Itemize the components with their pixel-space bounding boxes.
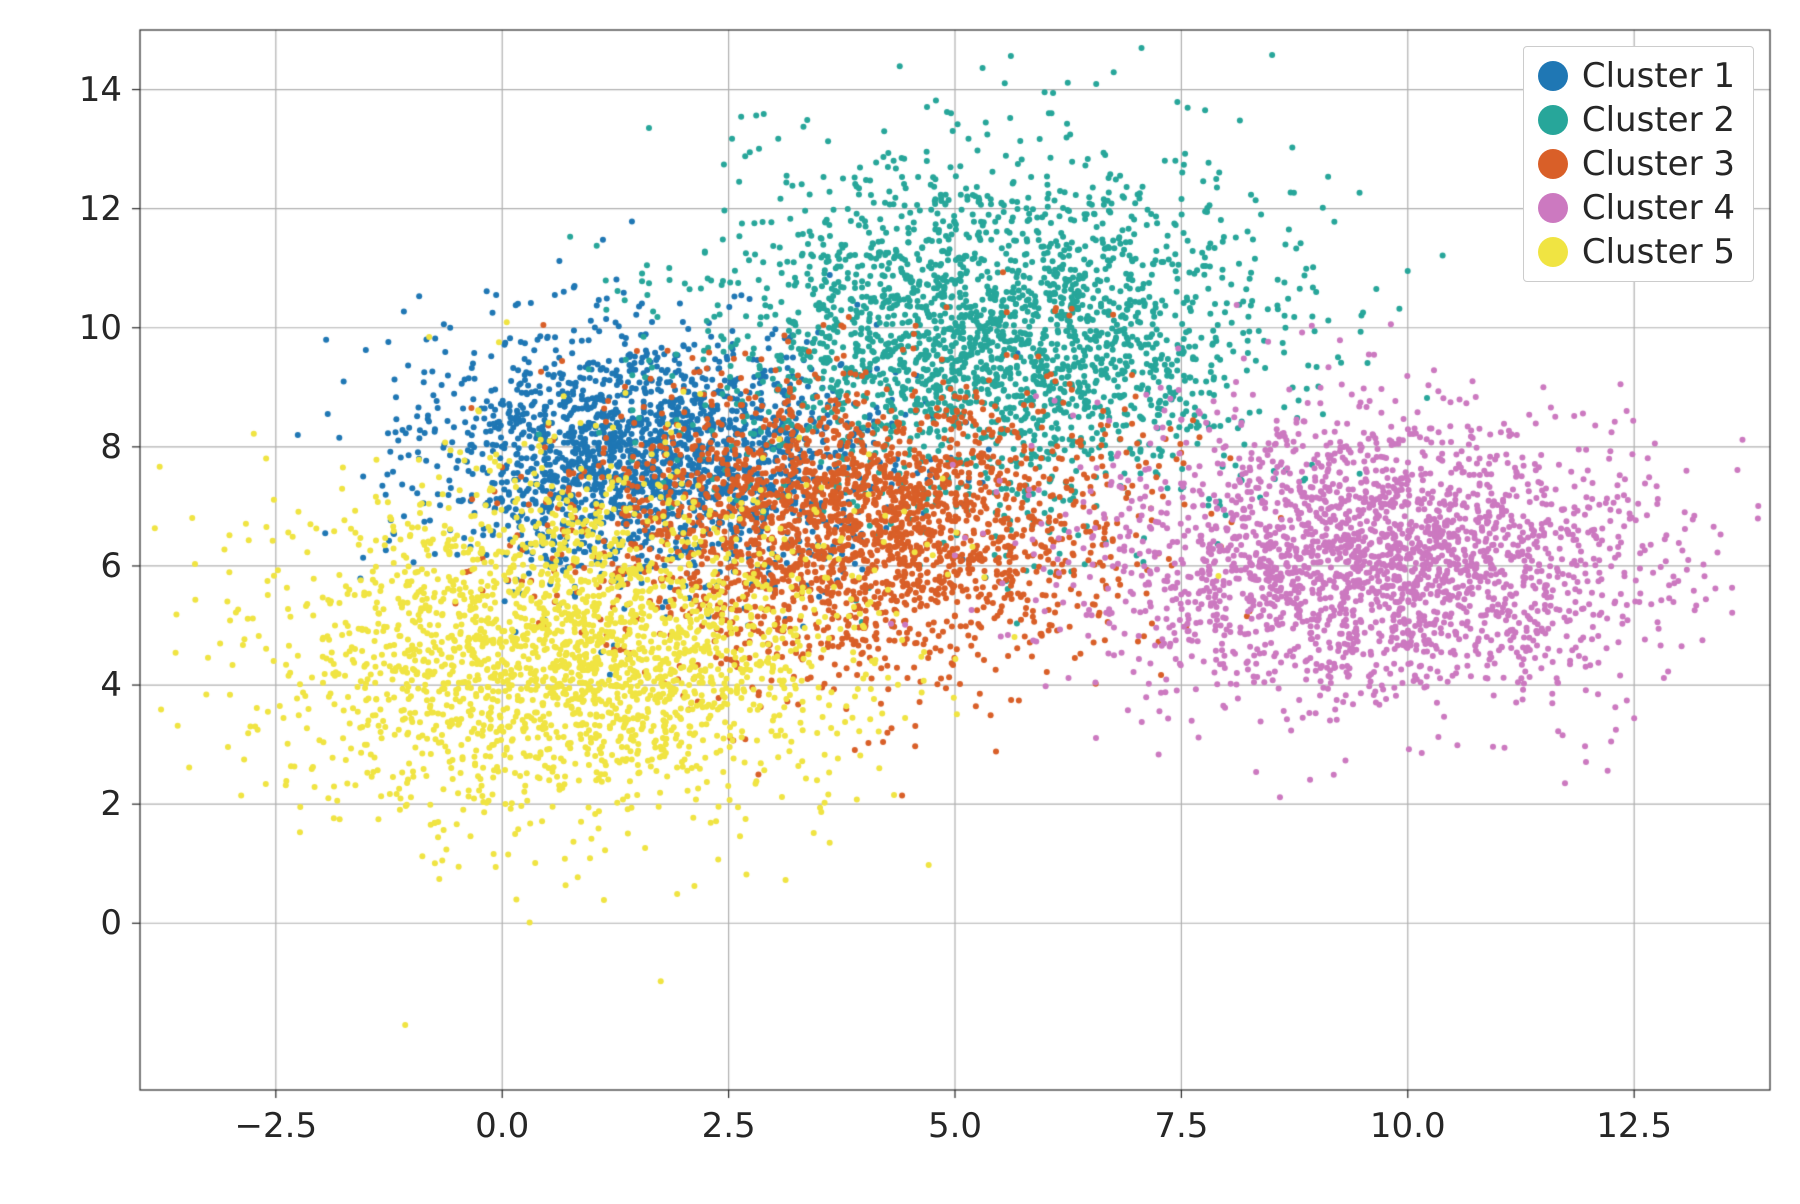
x-tick-label: 10.0 <box>1370 1106 1446 1146</box>
x-tick-label: 12.5 <box>1596 1106 1672 1146</box>
scatter-chart: −2.5 0.0 2.5 5.0 7.5 10.0 12.5 0 2 4 6 8 10 12 14 Clu… <box>0 0 1800 1200</box>
legend-marker-cluster2 <box>1538 105 1568 135</box>
legend-marker-cluster3 <box>1538 149 1568 179</box>
y-tick-label: 4 <box>100 665 122 705</box>
y-tick-label: 2 <box>100 784 122 824</box>
y-tick-label: 6 <box>100 546 122 586</box>
y-tick-label: 14 <box>79 70 122 110</box>
legend-marker-cluster4 <box>1538 193 1568 223</box>
x-tick-label: 0.0 <box>475 1106 529 1146</box>
legend-item-cluster1: Cluster 1 <box>1538 59 1735 93</box>
legend-item-cluster3: Cluster 3 <box>1538 147 1735 181</box>
legend-label-cluster4: Cluster 4 <box>1582 191 1735 225</box>
y-tick-label: 12 <box>79 189 122 229</box>
legend-label-cluster5: Cluster 5 <box>1582 235 1735 269</box>
x-tick-label: −2.5 <box>235 1106 318 1146</box>
y-tick-label: 0 <box>100 903 122 943</box>
legend-item-cluster5: Cluster 5 <box>1538 235 1735 269</box>
legend-label-cluster2: Cluster 2 <box>1582 103 1735 137</box>
legend-marker-cluster1 <box>1538 61 1568 91</box>
x-tick-label: 7.5 <box>1154 1106 1208 1146</box>
legend-label-cluster3: Cluster 3 <box>1582 147 1735 181</box>
x-tick-label: 2.5 <box>702 1106 756 1146</box>
legend: Cluster 1 Cluster 2 Cluster 3 Cluster 4 Clus… <box>1523 46 1754 282</box>
legend-label-cluster1: Cluster 1 <box>1582 59 1735 93</box>
x-tick-label: 5.0 <box>928 1106 982 1146</box>
legend-item-cluster2: Cluster 2 <box>1538 103 1735 137</box>
legend-item-cluster4: Cluster 4 <box>1538 191 1735 225</box>
legend-marker-cluster5 <box>1538 237 1568 267</box>
y-tick-label: 8 <box>100 427 122 467</box>
y-tick-label: 10 <box>79 308 122 348</box>
